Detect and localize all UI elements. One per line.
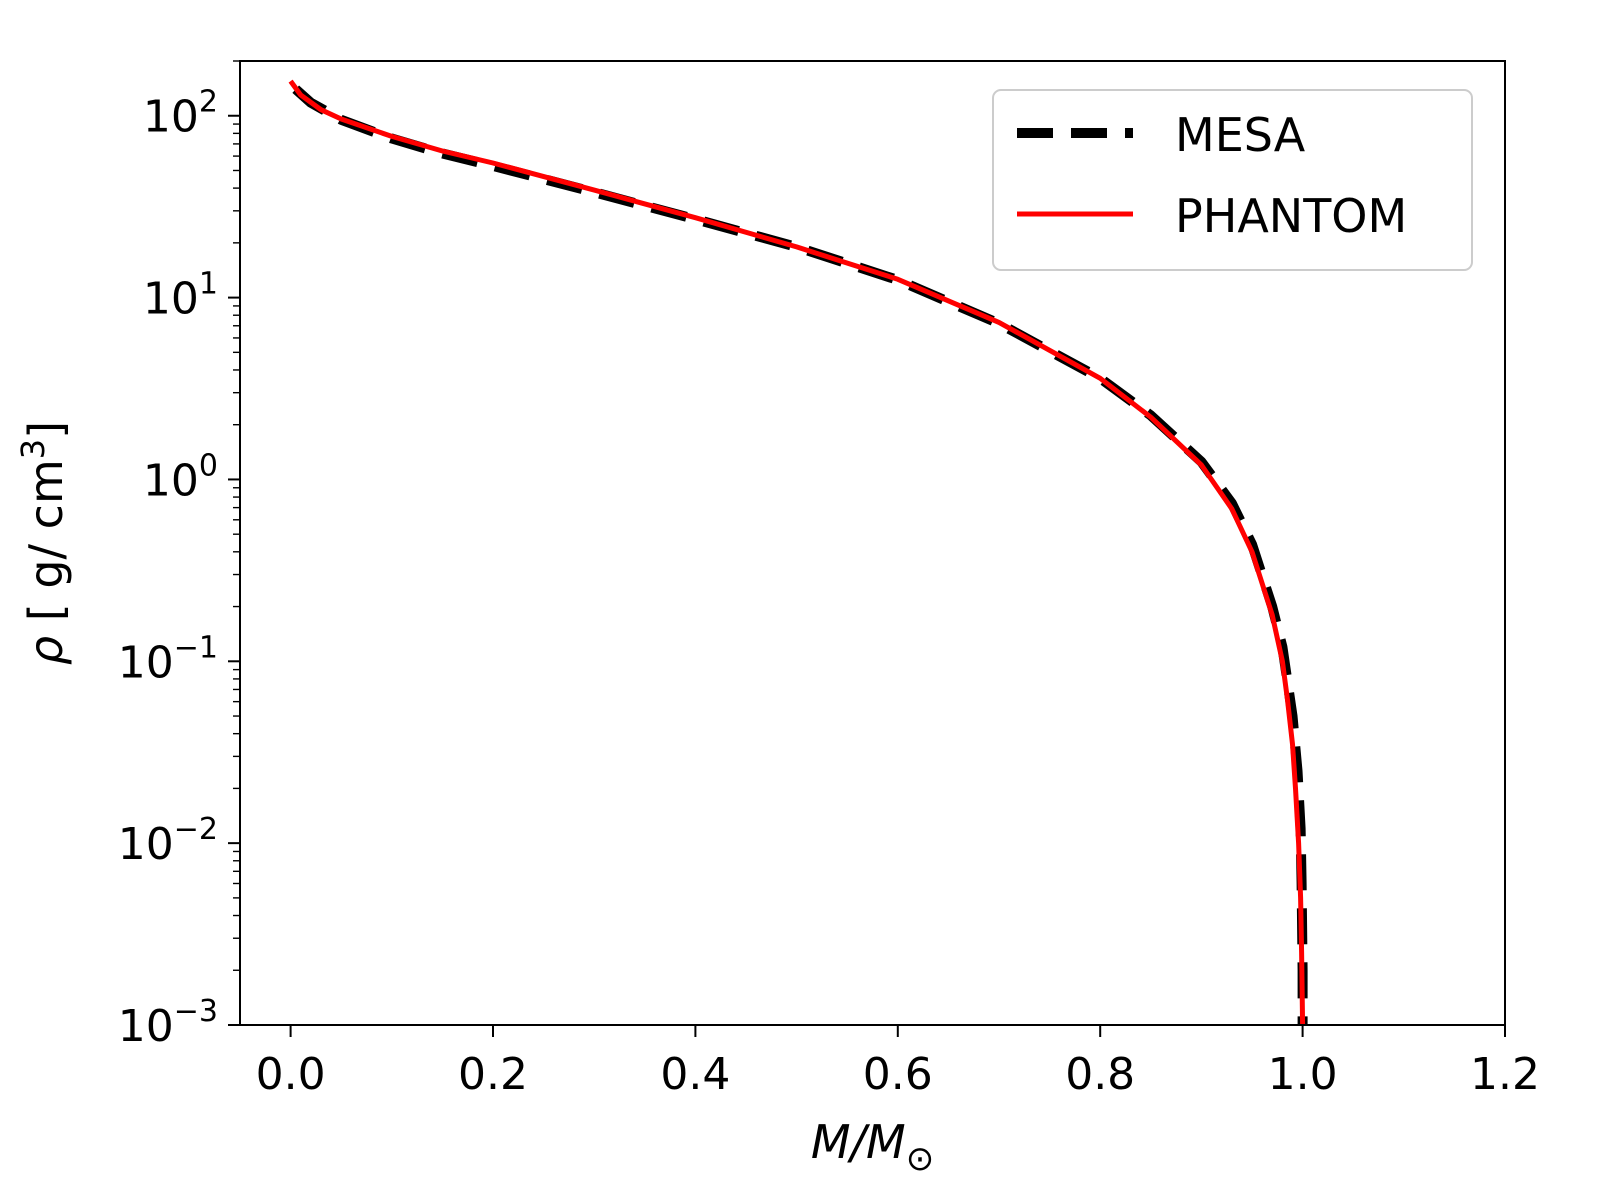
series-line-phantom (288, 79, 1306, 1026)
plot-frame (239, 60, 1506, 1026)
x-axis-title: M/M⊙ (811, 1115, 934, 1179)
y-tick-label-3: 10−1 (118, 630, 218, 688)
legend-phantom-label: PHANTOM (1175, 189, 1407, 243)
y-tick-exp-2: 0 (199, 448, 218, 483)
legend: MESA PHANTOM (992, 89, 1473, 271)
x-tick-label-5: 1.0 (1268, 1049, 1338, 1100)
y-axis-title-exp: 3 (14, 439, 52, 459)
tick-labels: 0.0 0.2 0.4 0.6 0.8 1.0 1.210210110010−110−210… (118, 85, 1540, 1100)
y-tick-exp-3: −1 (174, 630, 218, 665)
x-tick-label-1: 0.2 (458, 1049, 528, 1100)
series-layer (288, 79, 1308, 1026)
x-tick-label-4: 0.8 (1065, 1049, 1135, 1100)
y-tick-base-5: 10 (118, 1001, 174, 1052)
x-tick-label-3: 0.6 (863, 1049, 933, 1100)
x-tick-label-6: 1.2 (1470, 1049, 1540, 1100)
y-tick-base-2: 10 (143, 455, 199, 506)
y-tick-label-4: 10−2 (118, 812, 218, 870)
legend-frame (992, 89, 1473, 271)
y-tick-exp-1: 1 (199, 267, 218, 302)
y-axis-title: ρ [ g/ cm3] (14, 421, 73, 665)
y-axis-title-rho: ρ (19, 636, 73, 665)
y-tick-base-0: 10 (143, 92, 199, 143)
y-tick-exp-0: 2 (199, 85, 218, 120)
y-axis-title-unit: [ g/ cm (19, 459, 73, 636)
x-axis-title-sub: ⊙ (906, 1139, 935, 1179)
y-tick-label-0: 102 (143, 85, 218, 143)
axis-ticks (228, 114, 1506, 1037)
y-minor-ticks (233, 60, 240, 971)
y-tick-base-3: 10 (118, 637, 174, 688)
x-tick-label-0: 0.0 (256, 1049, 326, 1100)
y-tick-exp-4: −2 (174, 812, 218, 847)
y-tick-base-4: 10 (118, 819, 174, 870)
y-tick-label-2: 100 (143, 448, 218, 506)
y-tick-label-5: 10−3 (118, 994, 218, 1052)
y-tick-label-1: 101 (143, 267, 218, 325)
x-tick-label-2: 0.4 (660, 1049, 730, 1100)
legend-mesa-label: MESA (1175, 108, 1306, 162)
x-axis-title-main: M/M (811, 1115, 906, 1169)
y-tick-exp-5: −3 (174, 994, 218, 1029)
y-axis-title-close: ] (19, 421, 73, 439)
y-tick-base-1: 10 (143, 274, 199, 325)
